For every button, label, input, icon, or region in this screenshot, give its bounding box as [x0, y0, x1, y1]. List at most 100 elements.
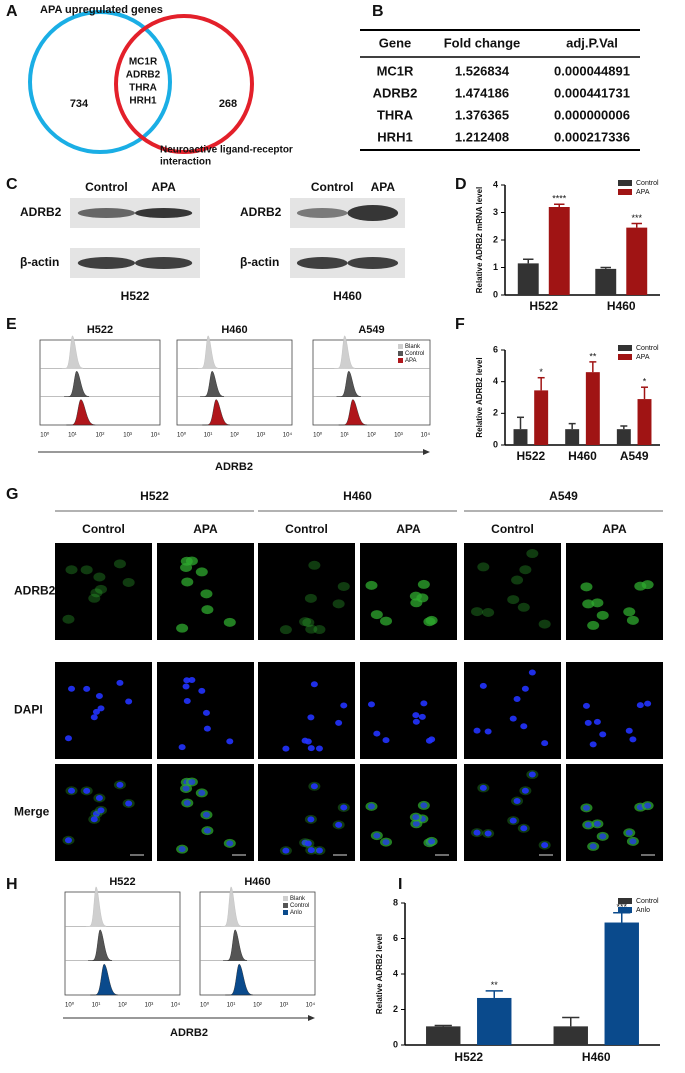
table-cell: 1.212408	[455, 129, 509, 144]
nucleus	[428, 736, 436, 743]
nucleus	[116, 679, 124, 686]
cell-signal	[176, 623, 189, 633]
significance: ***	[631, 213, 642, 223]
nucleus	[203, 827, 211, 834]
x-tick-label: 10¹	[92, 1003, 101, 1009]
flow-xlabel: ADRB2	[215, 461, 253, 473]
legend-label: Control	[290, 903, 309, 909]
bar	[616, 429, 631, 445]
y-tick-label: 6	[393, 933, 398, 943]
nucleus	[541, 842, 549, 849]
nucleus	[202, 811, 210, 818]
panel-letter: A	[6, 3, 18, 20]
nucleus	[226, 840, 234, 847]
nucleus	[90, 714, 98, 721]
nucleus	[528, 669, 536, 676]
nucleus	[644, 700, 652, 707]
bar	[517, 263, 539, 295]
y-tick-label: 4	[493, 179, 498, 189]
micrograph	[258, 662, 355, 759]
nucleus	[307, 714, 315, 721]
legend-swatch	[618, 907, 632, 913]
panel-letter: F	[455, 316, 465, 333]
nucleus	[68, 787, 76, 794]
legend-label: APA	[636, 354, 650, 361]
nucleus	[203, 725, 211, 732]
blot-protein: β-actin	[20, 255, 59, 269]
bar	[426, 1026, 461, 1045]
panel-letter: I	[398, 876, 402, 893]
table-header: Fold change	[444, 35, 521, 50]
flow-title: A549	[358, 324, 384, 336]
nucleus	[125, 800, 133, 807]
table-cell: HRH1	[377, 129, 412, 144]
cell-signal	[538, 619, 551, 629]
flow-frame	[312, 339, 431, 426]
y-tick-label: 8	[393, 897, 398, 907]
blot-condition: APA	[151, 180, 176, 194]
nucleus	[183, 697, 191, 704]
table-cell: ADRB2	[373, 85, 418, 100]
flow-frame	[64, 891, 181, 996]
nucleus	[315, 745, 323, 752]
cell-signal	[409, 591, 422, 601]
cell-signal	[180, 562, 193, 572]
nucleus	[513, 798, 521, 805]
cell-signal	[587, 620, 600, 630]
legend-swatch	[618, 189, 632, 195]
nucleus	[304, 738, 312, 745]
blot-band	[347, 205, 399, 221]
nucleus	[307, 745, 315, 752]
table-cell: 0.000000006	[554, 107, 630, 122]
nucleus	[484, 830, 492, 837]
bar	[477, 997, 512, 1045]
nucleus	[521, 787, 529, 794]
nucleus	[599, 731, 607, 738]
y-tick-label: 2	[493, 234, 498, 244]
bar	[513, 429, 528, 445]
error-bar	[562, 1016, 580, 1027]
bar	[585, 372, 600, 445]
blot-condition: Control	[85, 180, 128, 194]
micrograph	[566, 662, 663, 759]
nucleus	[182, 785, 190, 792]
flow-histogram	[200, 370, 225, 397]
blot-cell-line: H522	[121, 289, 150, 303]
x-tick-label: 10²	[367, 433, 376, 439]
panel-letter: H	[6, 876, 18, 893]
cell-signal	[526, 549, 539, 559]
cell-signal	[62, 614, 75, 624]
venn-gene: THRA	[129, 83, 157, 94]
bar	[637, 399, 652, 445]
condition-header: APA	[396, 522, 421, 536]
nucleus	[310, 681, 318, 688]
flow-histogram	[61, 335, 83, 369]
table-cell: 1.376365	[455, 107, 509, 122]
nucleus	[188, 778, 196, 785]
y-tick-label: 2	[393, 1004, 398, 1014]
venn-count: 268	[219, 98, 237, 110]
cell-signal	[337, 581, 350, 591]
cell-signal	[88, 593, 101, 603]
blot-band	[77, 257, 135, 269]
venn-gene: ADRB2	[126, 70, 161, 81]
nucleus	[582, 804, 590, 811]
venn-label: Neuroactive ligand-receptor	[160, 145, 293, 156]
flow-histogram	[220, 886, 242, 927]
micrograph	[566, 764, 663, 861]
flow-histogram	[197, 335, 219, 369]
bar	[595, 268, 617, 295]
x-tick-label: H522	[529, 299, 558, 313]
cell-signal	[477, 562, 490, 572]
cell-line-header: H460	[343, 489, 372, 503]
cell-signal	[200, 589, 213, 599]
micrograph	[566, 543, 663, 640]
nucleus	[83, 685, 91, 692]
nucleus	[340, 804, 348, 811]
cell-signal	[623, 607, 636, 617]
panel-letter: D	[455, 176, 467, 193]
blot-band	[296, 208, 348, 218]
table-cell: 0.000441731	[554, 85, 630, 100]
y-axis-label: Relative ADRB2 level	[475, 357, 484, 437]
y-tick-label: 2	[493, 408, 498, 418]
